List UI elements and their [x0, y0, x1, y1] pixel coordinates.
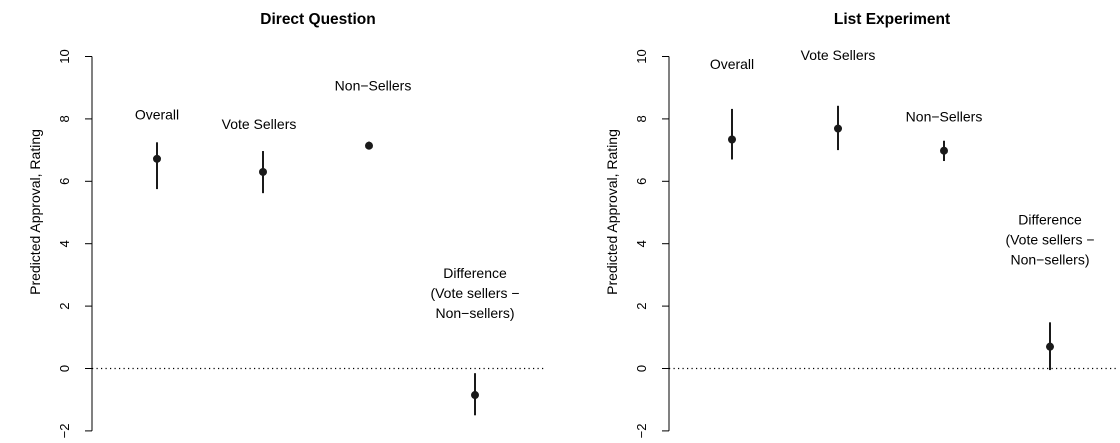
point-label: (Vote sellers −: [430, 285, 519, 301]
point-estimate: [259, 167, 267, 176]
point-estimate: [940, 146, 948, 155]
point-estimate: [1046, 342, 1054, 351]
y-tick-label: 8: [634, 115, 649, 122]
point-label: Vote Sellers: [222, 116, 297, 132]
y-tick-label: −2: [634, 423, 649, 438]
point-label: (Vote sellers −: [1005, 231, 1094, 247]
y-tick-label: 4: [57, 240, 72, 247]
point-estimate: [153, 154, 161, 163]
point-estimate: [834, 124, 842, 133]
y-tick-label: 6: [634, 178, 649, 185]
point-label: Non−sellers): [436, 305, 515, 321]
point-label: Non−Sellers: [906, 109, 983, 125]
y-tick-label: 0: [57, 365, 72, 372]
y-tick-label: 4: [634, 240, 649, 247]
y-tick-label: 10: [57, 49, 72, 63]
y-tick-label: 2: [57, 302, 72, 309]
y-tick-label: 10: [634, 49, 649, 63]
chart-panel-1: Direct Question Predicted Approval, Ratin…: [27, 11, 545, 438]
point-estimate: [471, 391, 479, 400]
point-label: Non−sellers): [1011, 251, 1090, 267]
point-estimate: [365, 141, 373, 150]
chart-title: Direct Question: [260, 11, 375, 28]
point-label: Difference: [443, 265, 507, 281]
y-tick-label: −2: [57, 423, 72, 438]
y-axis-label: Predicted Approval, Rating: [27, 129, 43, 295]
y-tick-label: 8: [57, 115, 72, 122]
y-tick-label: 0: [634, 365, 649, 372]
point-label: Vote Sellers: [801, 47, 876, 63]
point-label: Non−Sellers: [335, 78, 412, 94]
chart-title: List Experiment: [834, 11, 950, 28]
point-estimate: [728, 135, 736, 144]
chart-panel-2: List Experiment Predicted Approval, Ratin…: [604, 11, 1116, 438]
y-tick-label: 6: [57, 178, 72, 185]
point-label: Overall: [135, 106, 179, 122]
y-axis-label: Predicted Approval, Rating: [604, 129, 620, 295]
point-label: Difference: [1018, 211, 1082, 227]
point-label: Overall: [710, 56, 754, 72]
y-tick-label: 2: [634, 302, 649, 309]
